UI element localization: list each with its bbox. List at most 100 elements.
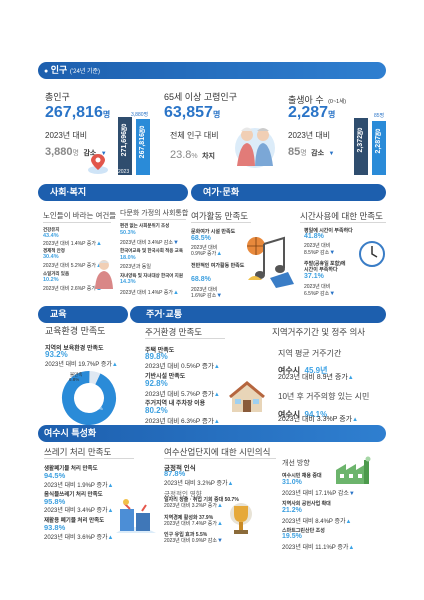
multi-1-value: 50.3% xyxy=(120,230,136,236)
location-pin-icon xyxy=(86,152,110,174)
env-2-cmp: 2023년 대비 5.7%P 증가▲ xyxy=(145,391,220,398)
divider xyxy=(300,222,386,223)
elderly-title: 65세 이상 고령인구 xyxy=(164,92,237,102)
music-note-icon xyxy=(244,232,296,288)
industry-positive-title: 긍정적 인식 xyxy=(164,465,196,472)
births-value: 2,287명 xyxy=(288,104,336,121)
hope-3-value: 10.2% xyxy=(43,277,59,283)
welfare-header: 사회·복지 xyxy=(38,184,188,201)
impact-1-cmp: 2023년 대비 3.2%P 증가▲ xyxy=(164,503,223,509)
env-1-cmp: 2023년 대비 0.5%P 증가▲ xyxy=(145,363,220,370)
impact-3-label: 인구 유입 효과 5.5% xyxy=(164,532,208,538)
env-2-label: 기반시설 만족도 xyxy=(145,374,186,380)
leisure-1-cmp2: 0.9%P 증가▲ xyxy=(191,251,223,257)
leisure-2-cmp1: 2023년 대비 xyxy=(191,287,218,293)
leisure-header: 여가·문화 xyxy=(191,184,386,201)
total-bar-prev-label: 271,696명 xyxy=(121,124,128,157)
hope-1-value: 43.4% xyxy=(43,233,59,239)
elderly-value: 63,857명 xyxy=(164,104,221,121)
births-change: 85명 감소 ▼ xyxy=(288,146,335,158)
waste-3-cmp: 2023년 대비 3.6%P 증가▲ xyxy=(44,535,114,541)
improve-2-cmp: 2023년 대비 8.4%P 증가▲ xyxy=(282,519,352,525)
elderly-person-icon xyxy=(92,258,116,290)
education-label: 지역의 보육환경 만족도 xyxy=(45,346,104,352)
yeosu-banner xyxy=(38,425,386,442)
total-bar-prev-year: 2023 xyxy=(118,169,130,175)
waste-2-cmp: 2023년 대비 3.4%P 증가▲ xyxy=(44,508,114,514)
divider xyxy=(44,458,134,459)
elderly-ratio-label: 전체 인구 대비 xyxy=(170,131,219,140)
yeosu-header: 여수시 특성화 xyxy=(44,428,97,438)
leisure-2-cmp2: 1.6%P 감소▼ xyxy=(191,293,223,299)
residence-title: 지역거주기간 및 정주 의사 xyxy=(272,327,366,337)
improve-3-label: 스마트그린산단 조성 xyxy=(282,528,325,534)
births-bar-cur-label: 2,287명 xyxy=(375,129,382,154)
improve-2-label: 지역사회 공헌사업 확대 xyxy=(282,501,331,507)
leisure-2-value: 68.8% xyxy=(191,276,211,283)
env-1-label: 주택 만족도 xyxy=(145,348,175,354)
total-bar-cur-label: 267,816명 xyxy=(139,126,146,159)
improve-1-value: 31.0% xyxy=(282,479,302,486)
education-header: 교육 xyxy=(38,306,128,323)
leisure-2-label: 전반적인 여가활동 만족도 xyxy=(191,263,245,269)
total-pop-cmp-label: 2023년 대비 xyxy=(45,131,88,140)
env-3-cmp: 2023년 대비 6.3%P 증가▲ xyxy=(145,418,220,425)
residence-avg: 여수시 45.9년 xyxy=(278,366,328,375)
total-pop-change: 3,880명 감소 ▼ xyxy=(45,146,107,158)
total-pop-title: 총인구 xyxy=(45,92,70,102)
education-cmp: 2023년 대비 19.7%P 증가▲ xyxy=(45,362,118,368)
env-1-value: 89.8% xyxy=(145,352,168,361)
leisure-1-value: 68.5% xyxy=(191,235,211,242)
leisure-1-cmp1: 2023년 대비 xyxy=(191,245,218,251)
births-cmp-label: 2023년 대비 xyxy=(288,131,331,140)
env-2-value: 92.8% xyxy=(145,379,168,388)
trophy-icon xyxy=(226,500,256,540)
time-2-value: 37.1% xyxy=(304,273,324,280)
improve-2-value: 21.2% xyxy=(282,507,302,514)
donut-unsat-value: 6.8% xyxy=(69,377,80,382)
multi-1-cmp: 2023년 대비 3.4%P 감소▼ xyxy=(120,240,179,246)
hope-1-cmp: 2023년 대비 1.4%P 증가▲ xyxy=(43,241,102,247)
improve-1-cmp: 2023년 대비 17.1%P 감소▼ xyxy=(282,491,355,497)
divider xyxy=(191,222,251,223)
impact-3-cmp: 2023년 대비 0.9%P 감소▼ xyxy=(164,538,223,544)
impact-1-label: 일자리 창출 · 취업 기회 증대 50.7% xyxy=(164,497,239,503)
waste-title: 쓰레기 처리 만족도 xyxy=(44,447,112,457)
residence-intent-cmp: 2023년 대비 3.3%P 증가▲ xyxy=(278,416,359,423)
divider xyxy=(145,338,225,339)
industry-positive-cmp: 2023년 대비 3.2%P 증가▲ xyxy=(164,481,234,487)
total-bar-cur xyxy=(136,119,150,175)
divider xyxy=(43,222,111,223)
industry-title: 여수산업단지에 대한 시민의식 xyxy=(164,447,271,457)
hope-2-value: 30.4% xyxy=(43,254,59,260)
satisfaction-donut xyxy=(60,369,118,427)
improve-title: 개선 방향 xyxy=(282,460,310,467)
multi-3-cmp: 2023년 대비 1.4%P 증가▲ xyxy=(120,290,179,296)
time-use-title: 시간사용에 대한 만족도 xyxy=(300,211,383,221)
births-bar-cur xyxy=(372,121,386,175)
donut-unsat-label: 불만족 xyxy=(70,372,83,377)
housing-env-title: 주거환경 만족도 xyxy=(145,327,203,337)
industry-positive-value: 87.8% xyxy=(164,469,186,478)
leisure-sat-title: 여가활동 만족도 xyxy=(191,211,249,221)
total-bar-prev xyxy=(118,117,132,175)
divider xyxy=(164,458,276,459)
impact-2-label: 지역경제 활성화 37.9% xyxy=(164,515,214,521)
population-banner xyxy=(38,62,386,79)
hope-3-label: 소일거리 있음 xyxy=(43,271,70,276)
hope-2-label: 경제적 안정 xyxy=(43,248,65,253)
multi-1-label: 편견 없는 사회분위기 조성 xyxy=(120,223,170,228)
time-2-cmp1: 2023년 대비 xyxy=(304,284,331,290)
donut-sat-value: 93.2% xyxy=(90,406,103,411)
env-3-value: 80.2% xyxy=(145,406,168,415)
education-title: 교육환경 만족도 xyxy=(45,326,106,336)
residence-intent: 여수시 94.1% xyxy=(278,410,328,419)
clock-icon xyxy=(358,240,386,268)
green-factory-icon xyxy=(334,456,374,486)
multi-2-cmp: 2023년과 동일 xyxy=(120,264,151,270)
waste-1-value: 94.5% xyxy=(44,471,66,480)
elderly-couple-icon xyxy=(232,118,278,170)
births-title: 출생아 수 (0~1세) xyxy=(288,95,347,105)
recycle-bin-icon xyxy=(114,493,158,537)
residence-avg-title: 지역 평균 거주기간 xyxy=(278,349,342,358)
